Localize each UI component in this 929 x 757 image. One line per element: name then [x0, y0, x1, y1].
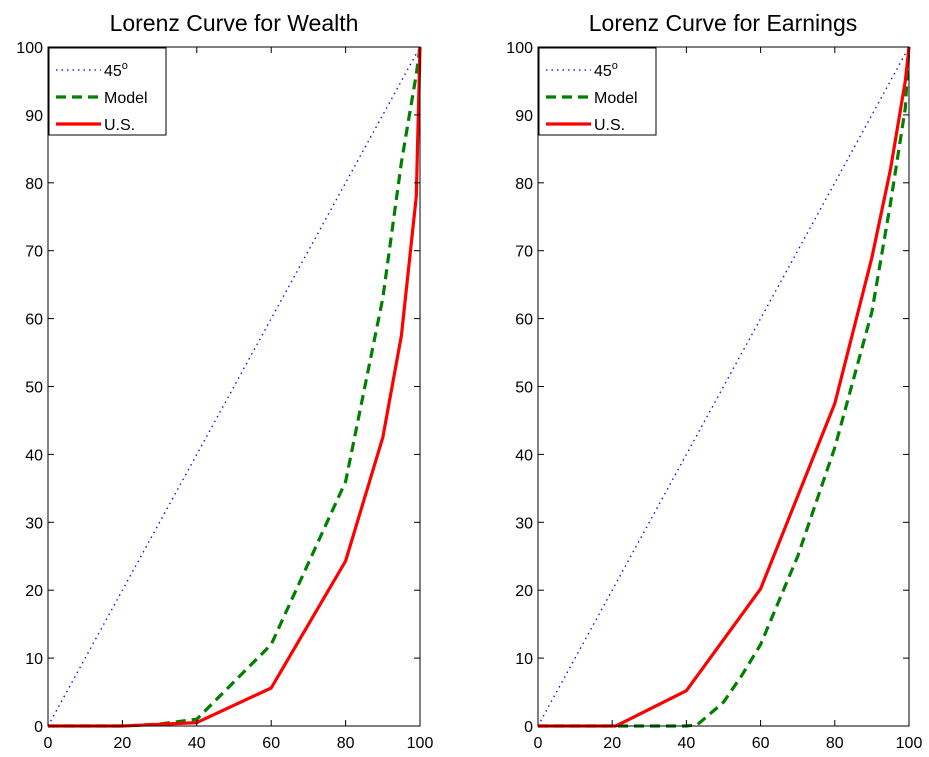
series-line-u-s [48, 46, 422, 728]
legend-label-text: Model [594, 90, 638, 107]
y-tick-label: 100 [16, 40, 43, 57]
y-tick-label: 10 [25, 651, 43, 668]
x-tick-label: 40 [188, 735, 206, 752]
y-tick-label: 40 [25, 447, 43, 464]
y-tick-label: 40 [515, 447, 533, 464]
legend-label-text: Model [104, 90, 148, 107]
legend-label-text: 45 [594, 63, 612, 80]
y-tick-label: 30 [515, 515, 533, 532]
y-tick-label: 100 [506, 40, 533, 57]
chart-title: Lorenz Curve for Wealth [110, 10, 359, 36]
legend-label: Model [594, 90, 638, 107]
legend-label-superscript: o [122, 60, 128, 72]
y-tick-label: 70 [25, 244, 43, 261]
legend-label: 45o [594, 60, 618, 80]
chart-earnings: Lorenz Curve for Earnings 0 20 40 60 80 100 0 10… [506, 10, 922, 752]
x-tick-label: 60 [262, 735, 280, 752]
legend-label: U.S. [104, 117, 135, 134]
y-tick-label: 20 [25, 583, 43, 600]
legend: 45o Model U.S. [538, 47, 657, 136]
x-tick-label: 0 [44, 735, 53, 752]
legend-label: U.S. [594, 117, 625, 134]
series-line-model [48, 46, 422, 728]
y-tick-label: 50 [25, 380, 43, 397]
legend-label-text: U.S. [594, 117, 625, 134]
y-tick-label: 20 [515, 583, 533, 600]
legend-label-text: 45 [104, 63, 122, 80]
legend-label-text: U.S. [104, 117, 135, 134]
legend-label: 45o [104, 60, 128, 80]
y-tick-label: 10 [515, 651, 533, 668]
legend-box [538, 47, 657, 136]
x-tick-label: 40 [678, 735, 696, 752]
y-tick-label: 80 [25, 176, 43, 193]
chart-wealth: Lorenz Curve for Wealth 0 20 40 60 80 100 0 10 20… [16, 10, 433, 752]
y-tick-label: 0 [524, 719, 533, 736]
chart-title: Lorenz Curve for Earnings [589, 10, 857, 36]
y-tick-label: 50 [515, 380, 533, 397]
y-tick-label: 0 [34, 719, 43, 736]
x-tick-label: 20 [603, 735, 621, 752]
x-tick-label: 100 [407, 735, 434, 752]
x-tick-label: 20 [114, 735, 132, 752]
legend: 45o Model U.S. [48, 47, 167, 136]
legend-box [48, 47, 167, 136]
x-tick-label: 60 [752, 735, 770, 752]
legend-label: Model [104, 90, 148, 107]
y-tick-label: 90 [515, 108, 533, 125]
y-tick-label: 70 [515, 244, 533, 261]
y-tick-label: 60 [515, 312, 533, 329]
x-tick-label: 80 [337, 735, 355, 752]
y-tick-label: 30 [25, 515, 43, 532]
x-tick-label: 80 [826, 735, 844, 752]
x-tick-label: 0 [534, 735, 543, 752]
y-tick-label: 80 [515, 176, 533, 193]
x-tick-label: 100 [896, 735, 923, 752]
y-tick-label: 60 [25, 312, 43, 329]
series-line-45 [537, 46, 910, 727]
legend-label-superscript: o [612, 60, 618, 72]
y-tick-label: 90 [25, 108, 43, 125]
